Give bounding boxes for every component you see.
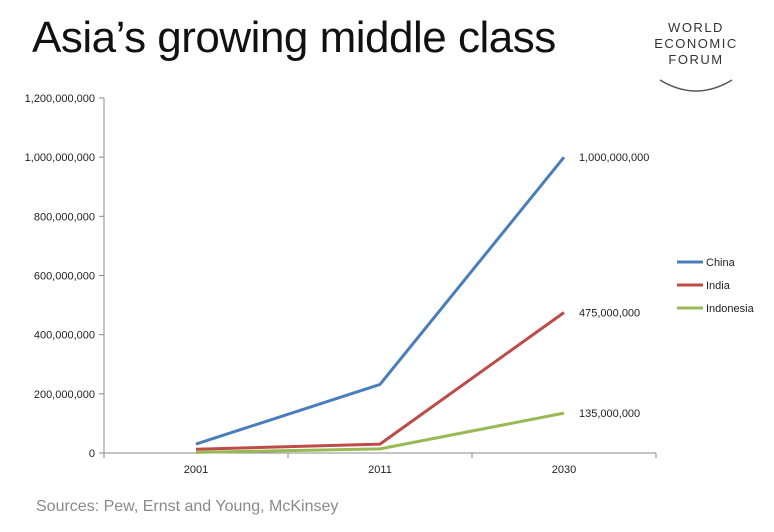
legend-label-india: India [706, 280, 731, 292]
y-tick-label: 1,000,000,000 [25, 152, 95, 164]
x-tick-label: 2011 [368, 464, 392, 476]
logo-line-3: FORUM [668, 52, 724, 67]
logo-line-1: WORLD [668, 20, 724, 35]
logo-arc-icon [659, 79, 733, 92]
x-tick-label: 2001 [184, 464, 208, 476]
y-tick-label: 600,000,000 [34, 271, 95, 283]
legend-label-indonesia: Indonesia [706, 303, 755, 315]
data-label-india: 475,000,000 [579, 307, 640, 319]
source-note: Sources: Pew, Ernst and Young, McKinsey [36, 498, 339, 515]
logo-line-2: ECONOMIC [654, 36, 738, 51]
chart-title: Asia’s growing middle class [32, 13, 556, 62]
series-line-china [195, 156, 566, 446]
world-economic-forum-logo: WORLD ECONOMIC FORUM [636, 18, 756, 100]
data-label-china: 1,000,000,000 [579, 152, 649, 164]
x-tick-label: 2030 [552, 464, 576, 476]
series-line-indonesia [195, 411, 565, 454]
y-tick-label: 800,000,000 [34, 211, 95, 223]
y-tick-label: 400,000,000 [34, 330, 95, 342]
series-line-india [195, 311, 565, 451]
y-tick-label: 0 [89, 448, 95, 460]
legend-label-china: China [706, 257, 736, 269]
y-tick-label: 1,200,000,000 [25, 93, 95, 105]
y-tick-label: 200,000,000 [34, 389, 95, 401]
data-label-indonesia: 135,000,000 [579, 408, 640, 420]
